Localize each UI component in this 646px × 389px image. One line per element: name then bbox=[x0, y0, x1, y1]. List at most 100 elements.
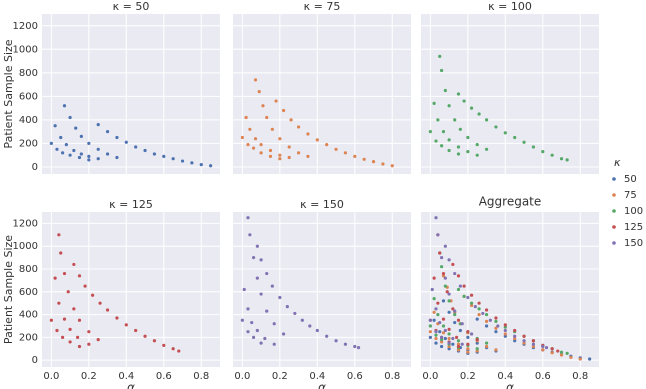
y-tick-label: 1000 bbox=[13, 44, 38, 55]
data-point bbox=[469, 106, 474, 110]
data-point bbox=[57, 301, 61, 305]
data-point bbox=[74, 126, 78, 130]
data-point bbox=[270, 284, 274, 288]
data-point bbox=[315, 138, 319, 142]
y-tick-label: 400 bbox=[19, 115, 38, 126]
data-point bbox=[441, 317, 446, 321]
x-tick-label: 0.2 bbox=[272, 371, 288, 382]
data-point bbox=[447, 327, 451, 331]
data-point bbox=[477, 312, 481, 317]
data-point bbox=[171, 347, 175, 351]
data-point bbox=[451, 262, 455, 267]
data-point bbox=[556, 349, 560, 353]
data-point bbox=[68, 153, 72, 157]
data-point bbox=[456, 287, 461, 292]
data-point bbox=[458, 127, 462, 131]
panel-background bbox=[233, 14, 411, 174]
data-point bbox=[434, 216, 438, 220]
data-point bbox=[473, 304, 477, 309]
legend-label: 50 bbox=[624, 174, 637, 185]
data-point bbox=[466, 330, 470, 334]
data-point bbox=[59, 251, 63, 255]
data-point bbox=[513, 339, 517, 343]
data-point bbox=[281, 332, 286, 336]
data-point bbox=[143, 334, 147, 338]
data-point bbox=[434, 341, 438, 345]
data-point bbox=[246, 142, 250, 147]
data-point bbox=[432, 101, 436, 106]
data-point bbox=[503, 328, 507, 333]
data-point bbox=[134, 328, 138, 333]
data-point bbox=[447, 347, 451, 351]
panel-background bbox=[42, 212, 220, 367]
legend-marker bbox=[612, 193, 616, 197]
data-point bbox=[569, 355, 573, 359]
data-point bbox=[436, 233, 440, 237]
data-point bbox=[436, 312, 440, 317]
data-point bbox=[475, 347, 479, 351]
y-tick-label: 1000 bbox=[13, 241, 38, 252]
data-point bbox=[300, 318, 304, 322]
data-point bbox=[124, 323, 128, 327]
data-point bbox=[64, 142, 68, 147]
data-point bbox=[531, 339, 536, 343]
data-point bbox=[53, 276, 57, 280]
data-point bbox=[259, 341, 263, 345]
data-point bbox=[77, 344, 82, 349]
panel-background bbox=[421, 14, 599, 174]
data-point bbox=[522, 140, 526, 144]
data-point bbox=[436, 118, 440, 122]
data-point bbox=[242, 287, 246, 292]
data-point bbox=[90, 293, 95, 297]
panel-title: κ = 150 bbox=[300, 198, 344, 211]
data-point bbox=[559, 353, 564, 357]
data-point bbox=[503, 323, 507, 327]
data-point bbox=[246, 330, 250, 334]
data-point bbox=[522, 339, 526, 343]
data-point bbox=[475, 317, 479, 321]
data-point bbox=[440, 344, 444, 349]
data-point bbox=[68, 327, 72, 331]
data-point bbox=[105, 130, 110, 134]
x-tick-label: 0.4 bbox=[309, 371, 325, 382]
data-point bbox=[434, 330, 438, 334]
y-tick-label: 200 bbox=[19, 332, 38, 343]
data-point bbox=[96, 147, 100, 151]
data-point bbox=[458, 284, 462, 288]
data-point bbox=[440, 335, 444, 339]
data-point bbox=[488, 318, 492, 322]
data-point bbox=[484, 324, 489, 328]
x-tick-label: 0.4 bbox=[118, 371, 134, 382]
data-point bbox=[390, 164, 394, 168]
data-point bbox=[432, 297, 436, 301]
data-point bbox=[451, 336, 455, 341]
data-point bbox=[544, 346, 549, 350]
data-point bbox=[432, 310, 436, 314]
data-point bbox=[443, 284, 447, 288]
data-point bbox=[466, 350, 470, 354]
data-point bbox=[475, 142, 479, 147]
data-point bbox=[456, 348, 461, 352]
legend-label: 100 bbox=[624, 206, 643, 217]
data-point bbox=[259, 258, 263, 262]
data-point bbox=[440, 340, 444, 344]
data-point bbox=[68, 340, 72, 344]
data-point bbox=[531, 344, 536, 349]
data-point bbox=[458, 328, 462, 333]
data-point bbox=[72, 307, 76, 311]
data-point bbox=[466, 295, 470, 300]
data-point bbox=[441, 299, 446, 303]
data-point bbox=[177, 349, 181, 353]
data-point bbox=[484, 118, 489, 122]
x-tick-label: 0.2 bbox=[460, 371, 476, 382]
data-point bbox=[494, 330, 498, 334]
data-point bbox=[171, 157, 175, 161]
data-point bbox=[443, 88, 447, 93]
data-point bbox=[115, 316, 119, 320]
data-point bbox=[240, 135, 244, 140]
data-point bbox=[531, 145, 536, 149]
legend-label: 150 bbox=[624, 238, 643, 249]
panel-title: κ = 125 bbox=[109, 198, 153, 211]
data-point bbox=[550, 153, 554, 157]
